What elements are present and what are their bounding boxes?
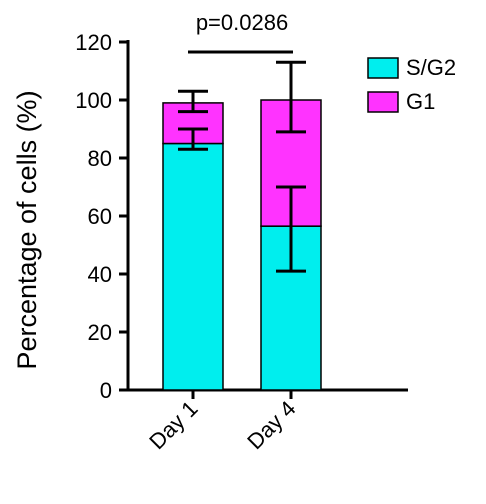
legend-label: S/G2 [406, 55, 456, 80]
significance-annotation: p=0.0286 [188, 10, 293, 54]
y-tick-label: 20 [88, 320, 112, 345]
legend-swatch [367, 57, 399, 79]
p-value-label: p=0.0286 [196, 10, 288, 35]
y-tick-label: 40 [88, 262, 112, 287]
y-tick-label: 120 [75, 30, 112, 55]
y-tick-label: 60 [88, 204, 112, 229]
legend: S/G2 G1 [367, 55, 456, 114]
y-tick-label: 100 [75, 88, 112, 113]
y-tick-label: 80 [88, 146, 112, 171]
bars-group [162, 99, 322, 391]
x-tick-label: Day 1 [144, 396, 202, 454]
x-tick-label: Day 4 [242, 396, 300, 454]
bar-segment [162, 142, 224, 391]
y-axis-title: Percentage of cells (%) [12, 90, 42, 369]
error-bars-group [178, 60, 306, 273]
y-axis: 0 20 40 60 80 100 120 [75, 30, 130, 403]
y-tick-label: 0 [100, 378, 112, 403]
legend-swatch [367, 91, 399, 113]
x-axis: Day 1 Day 4 [127, 388, 408, 454]
legend-label: G1 [406, 89, 435, 114]
